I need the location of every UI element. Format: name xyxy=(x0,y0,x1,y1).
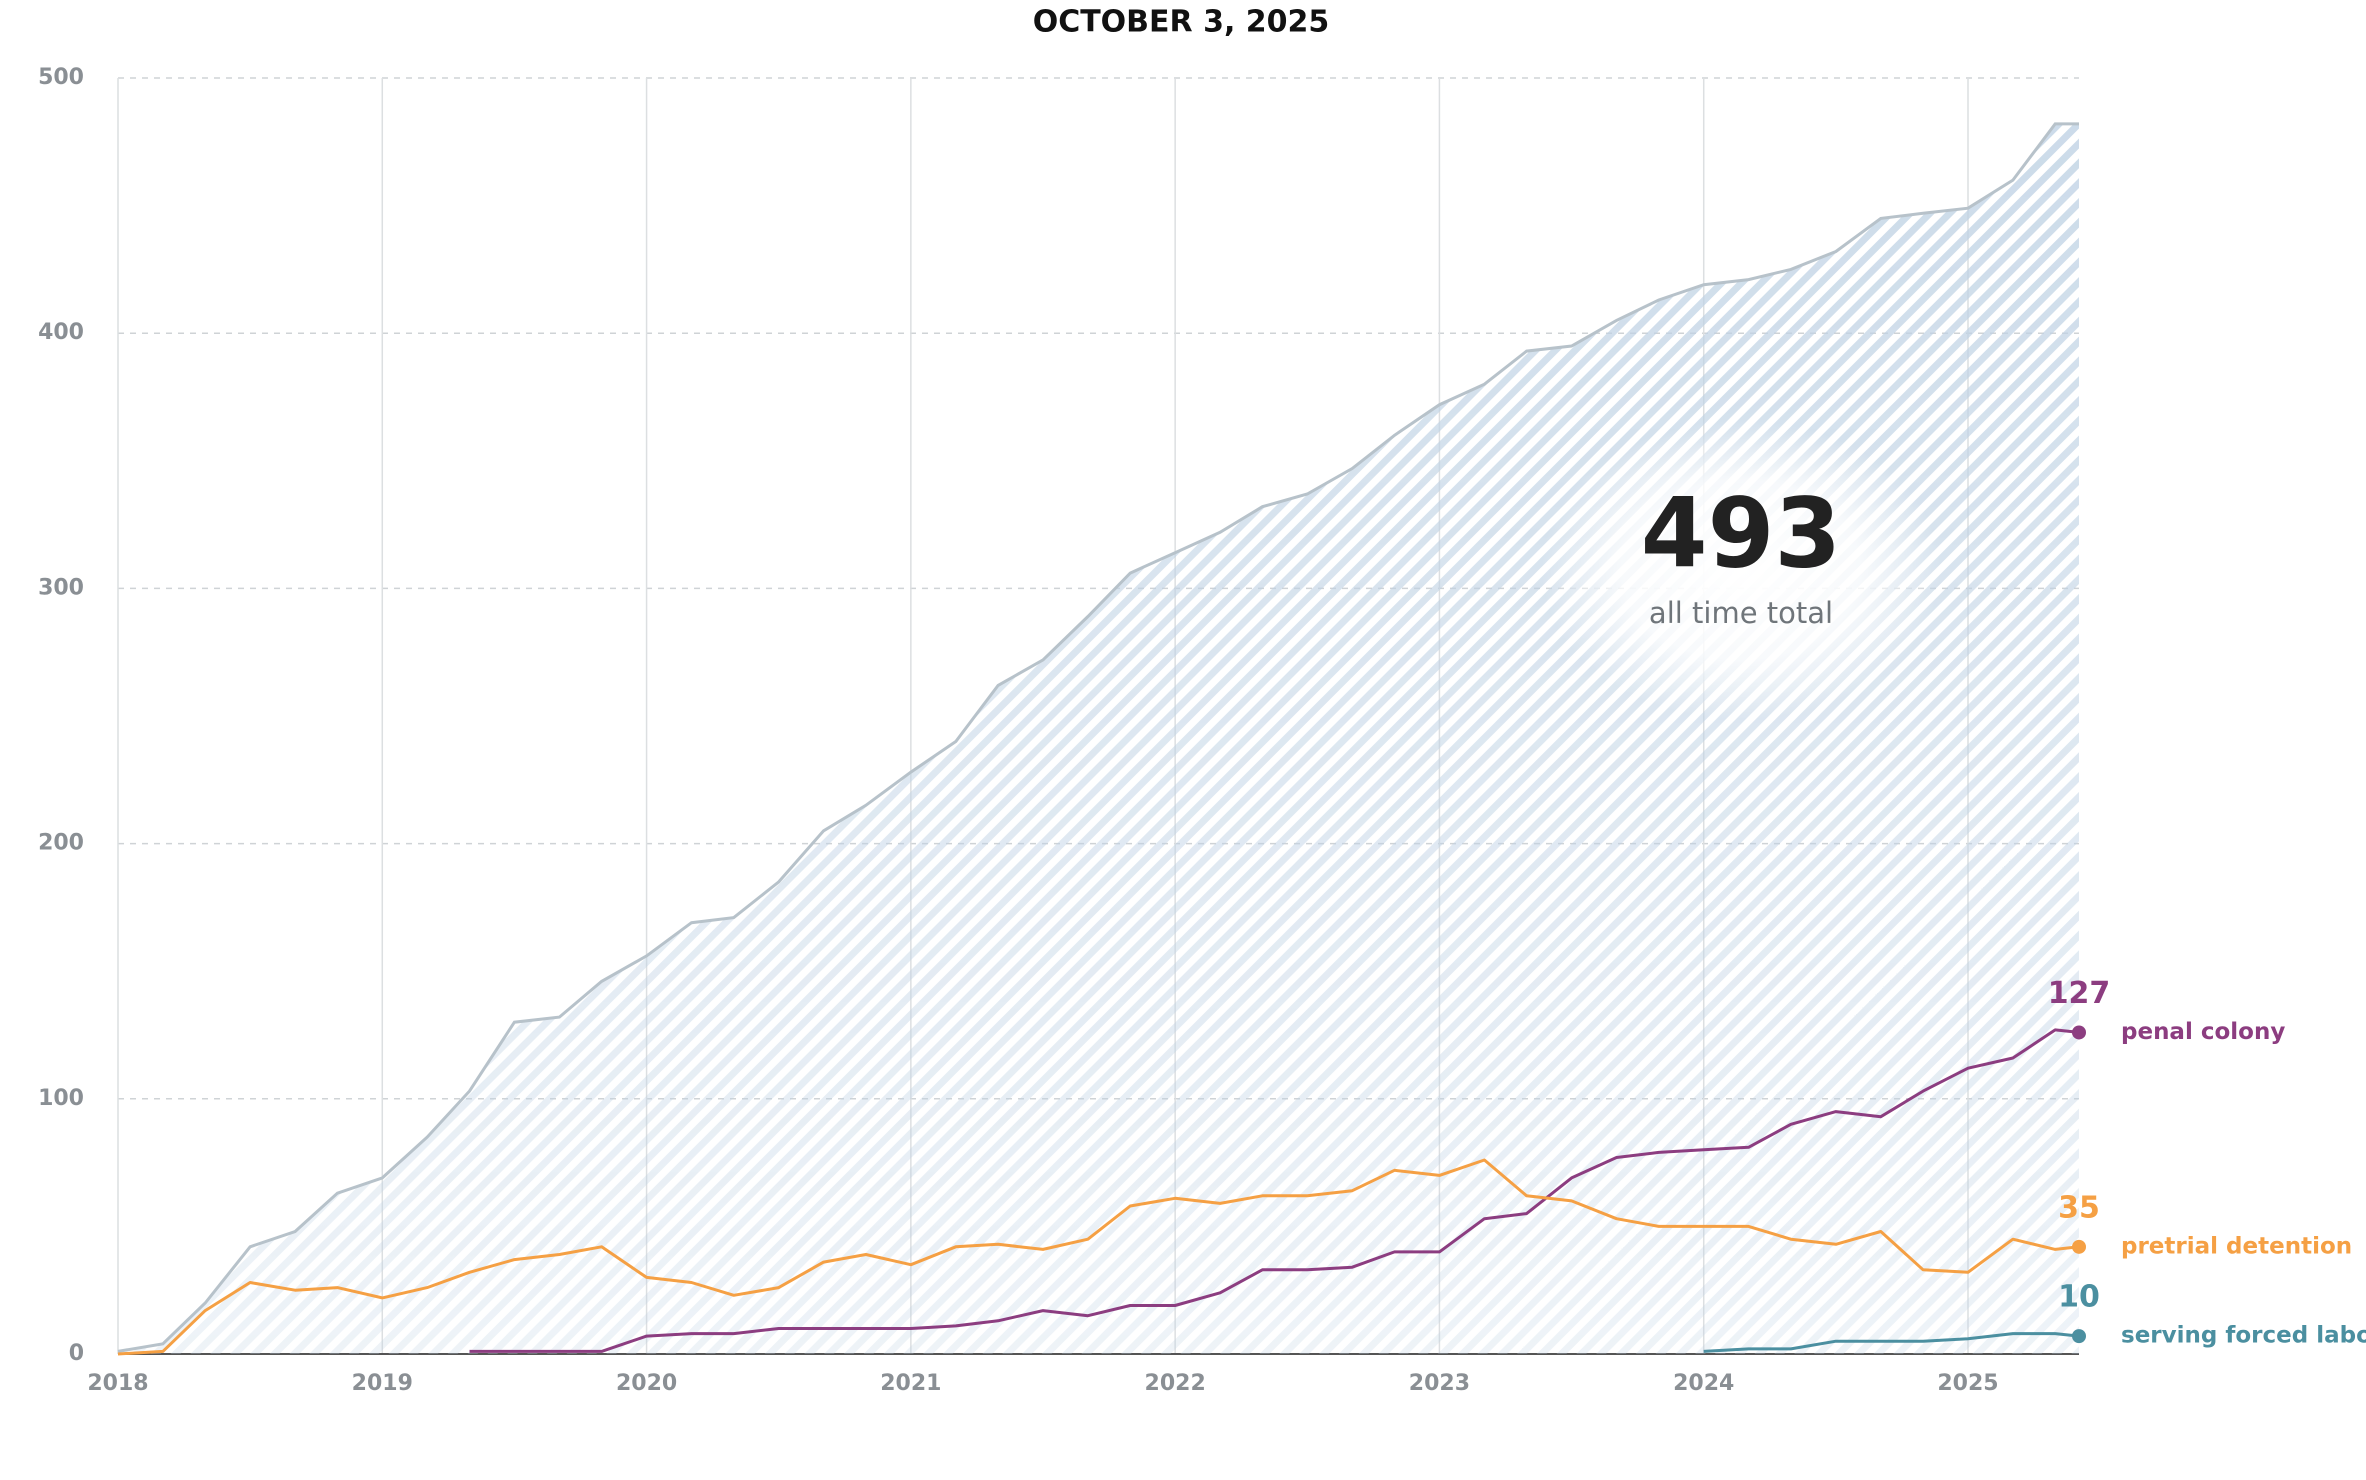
x-tick-label: 2019 xyxy=(352,1371,413,1396)
x-tick-label: 2020 xyxy=(616,1371,677,1396)
area xyxy=(118,123,2079,1354)
total-label: all time total xyxy=(1649,596,1833,630)
series-label: penal colony xyxy=(2121,1019,2285,1045)
end-value: 35 xyxy=(2058,1190,2100,1225)
end-dot xyxy=(2072,1239,2086,1254)
x-tick-label: 2025 xyxy=(1937,1371,1998,1396)
line xyxy=(117,1158,2080,1356)
series-label: serving forced labor xyxy=(2121,1323,2366,1349)
x-tick-label: 2023 xyxy=(1409,1371,1470,1396)
label-glow xyxy=(1541,420,1941,720)
end-dot xyxy=(2072,1025,2086,1040)
y-tick-label: 300 xyxy=(38,575,84,600)
y-tick-label: 500 xyxy=(38,65,84,90)
y-tick-label: 0 xyxy=(69,1341,84,1366)
chart-title: OCTOBER 3, 2025 xyxy=(1033,5,1330,40)
total-line xyxy=(117,122,2079,1353)
end-value: 10 xyxy=(2058,1280,2100,1315)
y-tick-label: 400 xyxy=(38,320,84,345)
total-value: 493 xyxy=(1641,477,1841,589)
y-tick-label: 200 xyxy=(38,831,84,856)
y-tick-label: 100 xyxy=(38,1086,84,1111)
end-value: 127 xyxy=(2048,976,2111,1011)
line xyxy=(469,1028,2080,1353)
series-label: pretrial detention xyxy=(2121,1233,2352,1259)
end-dot xyxy=(2072,1329,2086,1344)
line xyxy=(1703,1332,2080,1353)
x-tick-label: 2024 xyxy=(1673,1371,1734,1396)
x-tick-label: 2021 xyxy=(880,1371,941,1396)
x-tick-label: 2018 xyxy=(87,1371,148,1396)
x-tick-label: 2022 xyxy=(1145,1371,1206,1396)
